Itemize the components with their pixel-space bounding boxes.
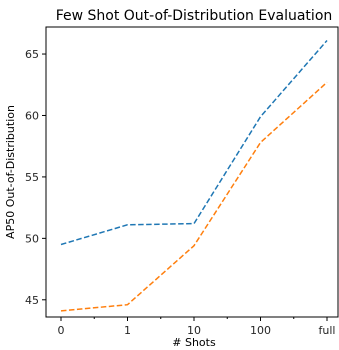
series-1-point: [127, 224, 129, 226]
series-1-point: [60, 244, 62, 246]
x-tick-label: 1: [124, 324, 131, 337]
plot-area: [45, 26, 339, 318]
series-2-point: [127, 304, 129, 306]
series-layer: [60, 40, 328, 312]
y-tick-label: 45: [25, 294, 39, 307]
series-2-point: [193, 245, 195, 247]
y-tick-label: 60: [25, 109, 39, 122]
series-2-point: [326, 81, 328, 83]
x-tick-label: 100: [250, 324, 271, 337]
series-1-point: [326, 40, 328, 42]
y-tick-label: 55: [25, 171, 39, 184]
series-1-point: [260, 116, 262, 118]
x-tick-label: full: [319, 324, 336, 337]
series-2-point: [260, 142, 262, 144]
x-axis-label: # Shots: [172, 336, 216, 349]
y-tick-label: 65: [25, 48, 39, 61]
x-tick-label: 10: [187, 324, 201, 337]
x-axis: 0 1 10 100 full: [58, 317, 336, 337]
y-tick-label: 50: [25, 232, 39, 245]
y-axis-label: AP50 Out-of-Distribution: [4, 105, 17, 239]
series-1-point: [193, 223, 195, 225]
y-axis: 45 50 55 60 65: [25, 48, 46, 307]
x-tick-label: 0: [58, 324, 65, 337]
series-2-point: [60, 310, 62, 312]
chart-title: Few Shot Out-of-Distribution Evaluation: [56, 8, 333, 24]
series-line-2: [60, 81, 328, 312]
